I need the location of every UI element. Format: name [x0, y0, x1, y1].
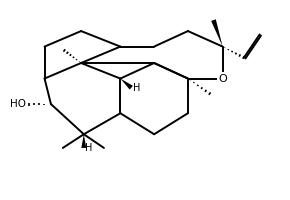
Polygon shape	[81, 134, 86, 148]
Text: HO: HO	[10, 99, 26, 109]
Text: H: H	[85, 143, 93, 153]
Polygon shape	[120, 79, 133, 90]
Polygon shape	[211, 19, 223, 47]
Text: H: H	[133, 83, 140, 93]
Text: O: O	[218, 74, 227, 84]
